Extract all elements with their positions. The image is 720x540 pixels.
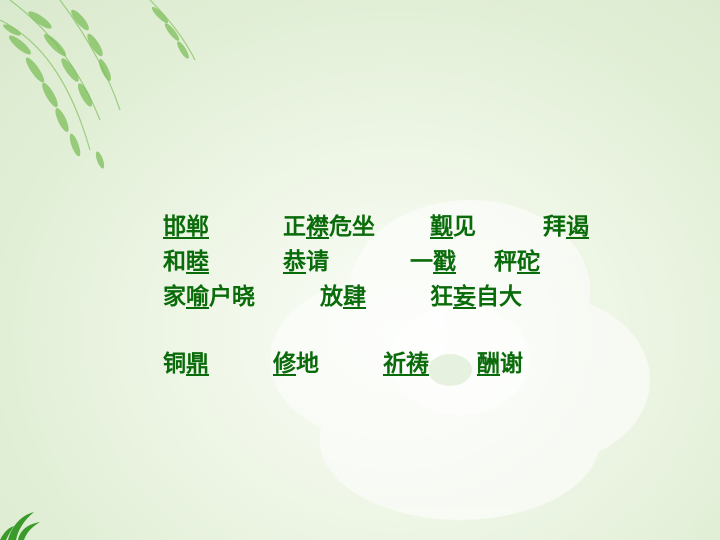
word-tongding: 铜鼎 bbox=[163, 351, 209, 377]
word-yichuo: 一戳 bbox=[410, 249, 456, 275]
word-chengtuo: 秤砣 bbox=[494, 249, 540, 275]
willow-leaves-decoration bbox=[0, 0, 196, 169]
word-zhengjinweizuo: 正襟危坐 bbox=[283, 214, 375, 240]
word-gongqing: 恭请 bbox=[283, 249, 329, 275]
word-jinjian: 觐见 bbox=[430, 214, 476, 240]
grass-decoration bbox=[0, 512, 40, 540]
word-xiudi: 修地 bbox=[273, 351, 319, 377]
word-baiye: 拜谒 bbox=[543, 214, 589, 240]
word-qidao: 祈祷 bbox=[383, 351, 429, 377]
word-jiayuhuxiao: 家喻户晓 bbox=[163, 284, 255, 310]
word-kuangwangzida: 狂妄自大 bbox=[430, 284, 522, 310]
word-fangsi: 放肆 bbox=[320, 284, 366, 310]
word-handan: 邯郸 bbox=[163, 214, 209, 240]
word-chouxie: 酬谢 bbox=[477, 351, 523, 377]
word-hemu: 和睦 bbox=[163, 249, 209, 275]
